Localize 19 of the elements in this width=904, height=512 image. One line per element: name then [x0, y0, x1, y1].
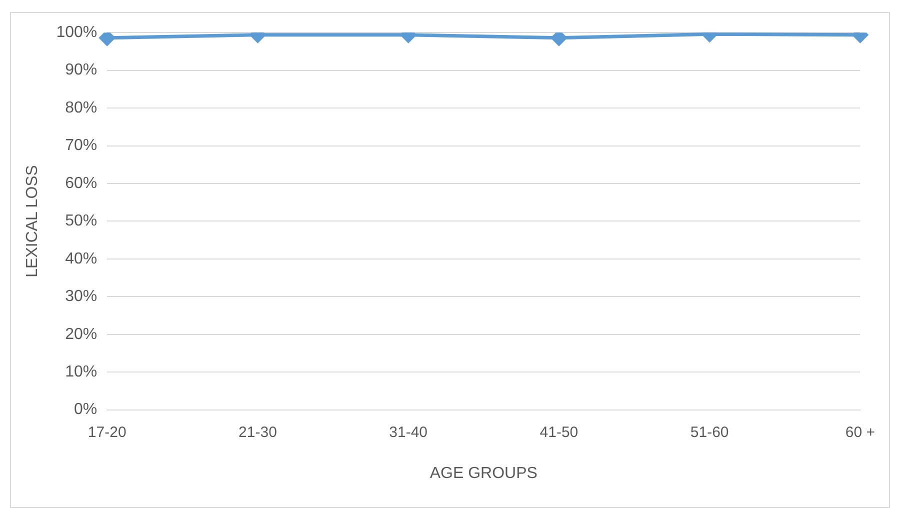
y-tick-label: 0% — [74, 401, 98, 418]
x-tick-label: 41-50 — [540, 424, 578, 441]
y-tick-label: 40% — [65, 250, 98, 268]
y-tick-label: 90% — [65, 62, 98, 79]
x-axis-title: AGE GROUPS — [430, 464, 538, 482]
y-axis-title: LEXICAL LOSS — [24, 165, 42, 278]
y-tick-label: 50% — [65, 212, 98, 230]
x-tick-label: 31-40 — [389, 424, 428, 441]
x-tick-label: 21-30 — [238, 424, 277, 441]
y-tick-label: 30% — [65, 288, 98, 306]
y-tick-label: 70% — [65, 137, 98, 154]
x-tick-label: 60 + — [845, 424, 876, 441]
x-tick-label: 51-60 — [690, 424, 729, 441]
x-tick-label: 17-20 — [88, 424, 126, 441]
y-tick-label: 80% — [65, 99, 98, 116]
y-tick-label: 20% — [65, 326, 98, 343]
y-tick-label: 100% — [56, 24, 98, 42]
y-tick-label: 10% — [65, 363, 98, 380]
y-tick-label: 60% — [65, 174, 98, 192]
